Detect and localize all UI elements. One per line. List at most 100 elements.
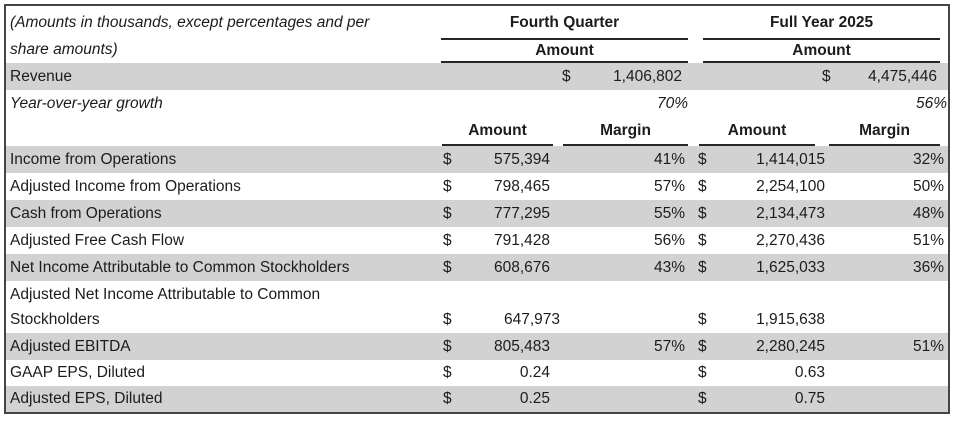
- fy-amount: 1,915,638: [756, 311, 826, 328]
- fourth-quarter-header: Fourth Quarter: [441, 8, 689, 40]
- financial-table-frame: (Amounts in thousands, except percentage…: [4, 4, 950, 414]
- fy-amount: 0.75: [727, 386, 830, 412]
- q4-amount: 805,483: [470, 333, 553, 360]
- dollar-sign: $: [437, 386, 470, 412]
- q4-amount: 0.25: [470, 386, 553, 412]
- fy-amount: 0.63: [794, 364, 826, 381]
- table-row-net-income-common-stockholders: Net Income Attributable to Common Stockh…: [6, 254, 948, 281]
- q4-margin: 55%: [553, 200, 689, 227]
- group-gap: [688, 254, 694, 281]
- table-row-adjusted-net-income-common-stockholders: Adjusted Net Income Attributable to Comm…: [6, 281, 948, 333]
- table-row-revenue: Revenue $ 1,406,802 $ 4,475,446: [6, 63, 948, 90]
- fy-amount: 1,625,033: [727, 254, 830, 281]
- row-label: Net Income Attributable to Common Stockh…: [6, 254, 437, 281]
- fy-amount: 1,414,015: [727, 146, 830, 173]
- q4-margin-subheader-cell: Margin: [553, 117, 689, 146]
- row-label: Adjusted EBITDA: [6, 333, 437, 360]
- q4-amount-subheader-cell: Amount: [437, 117, 553, 146]
- fy-amount-merged-header-cell: Amount: [693, 40, 948, 63]
- row-label: Adjusted Net Income Attributable to Comm…: [6, 281, 437, 333]
- table-row-income-from-operations: Income from Operations $ 575,394 41% $ 1…: [6, 146, 948, 173]
- full-year-header-cell: Full Year 2025: [693, 6, 948, 40]
- group-gap: [688, 386, 694, 412]
- amounts-note-line1: (Amounts in thousands, except percentage…: [10, 14, 370, 31]
- table-row-yoy-growth: Year-over-year growth 70% 56%: [6, 90, 948, 117]
- revenue-fy-value-cell: $ 4,475,446: [693, 63, 948, 90]
- fy-margin: 50%: [913, 177, 945, 195]
- dollar-sign: $: [437, 254, 470, 281]
- dollar-sign: $: [693, 386, 728, 412]
- row-label: Year-over-year growth: [10, 94, 163, 112]
- q4-margin: [553, 386, 689, 412]
- q4-amount: 791,428: [493, 231, 550, 249]
- growth-q4-value: 70%: [657, 94, 689, 112]
- fy-amount-subheader: Amount: [699, 118, 816, 146]
- table-row-adjusted-eps-diluted: Adjusted EPS, Diluted $ 0.25 $ 0.75: [6, 386, 948, 412]
- fy-margin: 51%: [829, 333, 948, 360]
- q4-amount-subheader: Amount: [442, 118, 553, 146]
- fy-margin: [829, 281, 948, 333]
- q4-margin: [553, 281, 688, 333]
- q4-amount: 777,295: [470, 200, 553, 227]
- fy-margin-subheader-cell: Margin: [829, 117, 948, 146]
- dollar-sign: $: [562, 67, 571, 85]
- dollar-sign: $: [698, 231, 707, 249]
- dollar-sign: $: [698, 311, 707, 328]
- group-gap: [688, 63, 694, 90]
- q4-margin-subheader: Margin: [563, 118, 689, 146]
- q4-margin: [553, 360, 688, 386]
- fy-amount-subheader-cell: Amount: [693, 117, 829, 146]
- amounts-note-line2: share amounts): [10, 41, 118, 58]
- dollar-sign: $: [437, 146, 470, 173]
- row-label: GAAP EPS, Diluted: [10, 364, 145, 381]
- q4-amount: 608,676: [470, 254, 553, 281]
- fy-margin: [829, 386, 948, 412]
- q4-margin: 57%: [553, 333, 689, 360]
- header-row-amount-margin: Amount Margin Amount Margin: [6, 117, 948, 146]
- q4-amount-value: 647,973: [503, 311, 560, 328]
- row-label: Revenue: [6, 63, 437, 90]
- row-label: Adjusted Income from Operations: [10, 177, 241, 195]
- q4-margin: 56%: [654, 231, 686, 249]
- fy-margin: 48%: [829, 200, 948, 227]
- empty-cell: [6, 117, 437, 146]
- group-gap: [688, 200, 694, 227]
- fy-margin: 32%: [829, 146, 948, 173]
- financial-results-table: (Amounts in thousands, except percentage…: [6, 6, 948, 412]
- q4-margin: 43%: [553, 254, 689, 281]
- dollar-sign: $: [443, 364, 452, 381]
- dollar-sign: $: [698, 177, 707, 195]
- dollar-sign: $: [443, 231, 452, 249]
- growth-fy-value: 56%: [916, 94, 948, 112]
- fourth-quarter-header-cell: Fourth Quarter: [437, 6, 689, 40]
- fy-amount: 2,280,245: [727, 333, 830, 360]
- fy-amount: 2,270,436: [756, 231, 826, 249]
- dollar-sign: $: [693, 254, 728, 281]
- dollar-sign: $: [822, 67, 831, 85]
- q4-amount: 798,465: [493, 177, 550, 195]
- fy-margin: 36%: [829, 254, 948, 281]
- q4-amount-merged-header: Amount: [441, 40, 689, 63]
- group-gap: [688, 146, 694, 173]
- revenue-q4-amount: 1,406,802: [613, 67, 683, 85]
- row-label: Cash from Operations: [6, 200, 437, 227]
- header-row-groups: (Amounts in thousands, except percentage…: [6, 6, 948, 58]
- q4-margin: 41%: [553, 146, 689, 173]
- dollar-sign: $: [693, 200, 728, 227]
- full-year-header: Full Year 2025: [703, 8, 941, 40]
- fy-amount: 2,254,100: [756, 177, 826, 195]
- q4-amount: 575,394: [470, 146, 553, 173]
- dollar-sign: $: [437, 200, 470, 227]
- empty-cell: [470, 90, 553, 117]
- dollar-sign: $: [693, 333, 728, 360]
- revenue-fy-amount: 4,475,446: [868, 67, 938, 85]
- fy-amount-merged-header: Amount: [703, 40, 941, 63]
- dollar-sign: $: [693, 146, 728, 173]
- fy-margin: [829, 360, 948, 386]
- dollar-sign: $: [698, 364, 707, 381]
- table-row-adjusted-free-cash-flow: Adjusted Free Cash Flow $ 791,428 56% $ …: [6, 227, 948, 254]
- amounts-note: (Amounts in thousands, except percentage…: [6, 6, 437, 63]
- table-row-cash-from-operations: Cash from Operations $ 777,295 55% $ 2,1…: [6, 200, 948, 227]
- row-label-line1: Adjusted Net Income Attributable to Comm…: [10, 286, 321, 303]
- dollar-sign: $: [443, 311, 452, 328]
